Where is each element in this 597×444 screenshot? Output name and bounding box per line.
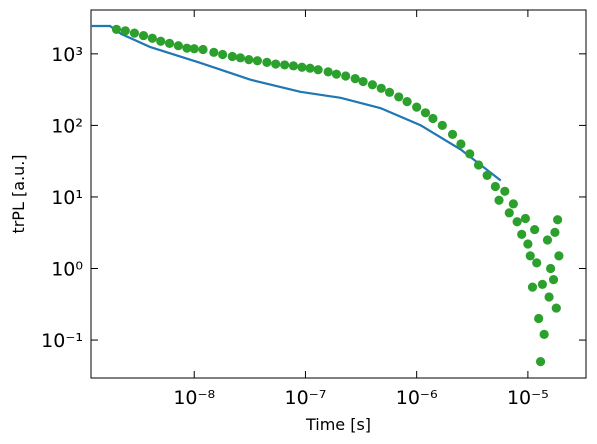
data-point xyxy=(504,208,514,218)
data-point xyxy=(313,65,323,75)
data-point xyxy=(500,186,510,196)
x-tick-label: 10⁻⁷ xyxy=(285,387,327,409)
data-point xyxy=(262,57,272,67)
data-point xyxy=(305,63,315,73)
data-point xyxy=(539,329,549,339)
data-point xyxy=(288,61,299,71)
data-point xyxy=(350,74,360,84)
data-point xyxy=(412,102,422,112)
data-point xyxy=(530,224,540,235)
data-point xyxy=(227,51,237,62)
data-point xyxy=(517,229,527,239)
data-point xyxy=(465,149,475,159)
data-point xyxy=(394,92,404,102)
y-tick-label: 10⁰ xyxy=(51,259,83,281)
data-point xyxy=(428,113,438,124)
data-point xyxy=(164,38,175,48)
data-point xyxy=(173,41,183,51)
data-point xyxy=(402,97,412,107)
data-point xyxy=(534,313,544,324)
data-point xyxy=(235,53,245,63)
data-point xyxy=(482,170,492,181)
y-axis-label: trPL [a.u.] xyxy=(9,154,28,233)
data-point xyxy=(138,30,149,41)
data-point xyxy=(297,62,307,72)
data-point xyxy=(473,160,484,170)
data-point xyxy=(209,47,219,57)
data-point xyxy=(420,108,431,118)
data-point xyxy=(551,303,561,313)
data-point xyxy=(508,199,518,209)
data-point xyxy=(554,251,564,261)
data-point xyxy=(447,129,458,139)
data-point xyxy=(494,195,504,205)
data-point xyxy=(542,235,553,245)
data-point xyxy=(512,217,522,227)
data-point xyxy=(367,80,378,90)
data-point xyxy=(189,44,199,54)
data-point xyxy=(218,49,228,60)
data-point xyxy=(129,28,140,38)
y-tick-label: 10³ xyxy=(51,44,83,66)
data-point xyxy=(527,282,538,292)
data-point xyxy=(156,36,166,46)
data-point xyxy=(456,139,466,149)
data-point xyxy=(182,43,192,53)
data-point xyxy=(323,67,333,77)
x-tick-label: 10⁻⁶ xyxy=(396,387,438,409)
data-point xyxy=(244,55,254,65)
x-tick-label: 10⁻⁵ xyxy=(507,387,549,409)
data-point xyxy=(341,71,351,81)
data-point xyxy=(490,181,500,192)
data-point xyxy=(147,33,157,43)
data-point xyxy=(280,60,290,70)
data-point xyxy=(331,69,342,79)
data-point xyxy=(376,83,386,93)
plot-frame xyxy=(90,9,587,379)
data-point xyxy=(550,227,560,237)
data-point xyxy=(252,56,263,66)
data-point xyxy=(553,215,563,225)
data-point xyxy=(271,59,281,69)
data-point xyxy=(525,251,535,261)
data-point xyxy=(384,87,395,97)
data-point xyxy=(523,239,533,249)
y-tick-label: 10¹ xyxy=(51,187,83,209)
x-axis-label: Time [s] xyxy=(305,415,371,434)
data-point xyxy=(544,292,554,302)
x-tick-label: 10⁻⁸ xyxy=(173,387,215,409)
data-point xyxy=(532,258,542,268)
data-point xyxy=(548,274,559,285)
data-point xyxy=(120,26,130,36)
data-point xyxy=(535,357,546,367)
y-tick-label: 10² xyxy=(51,115,83,137)
data-point xyxy=(520,213,531,224)
data-point xyxy=(358,76,368,87)
data-point xyxy=(437,120,447,131)
y-tick-label: 10⁻¹ xyxy=(41,330,83,352)
data-point xyxy=(545,263,556,274)
data-line xyxy=(91,24,502,182)
data-point xyxy=(537,279,547,289)
data-point xyxy=(111,24,122,34)
data-point xyxy=(198,44,208,55)
